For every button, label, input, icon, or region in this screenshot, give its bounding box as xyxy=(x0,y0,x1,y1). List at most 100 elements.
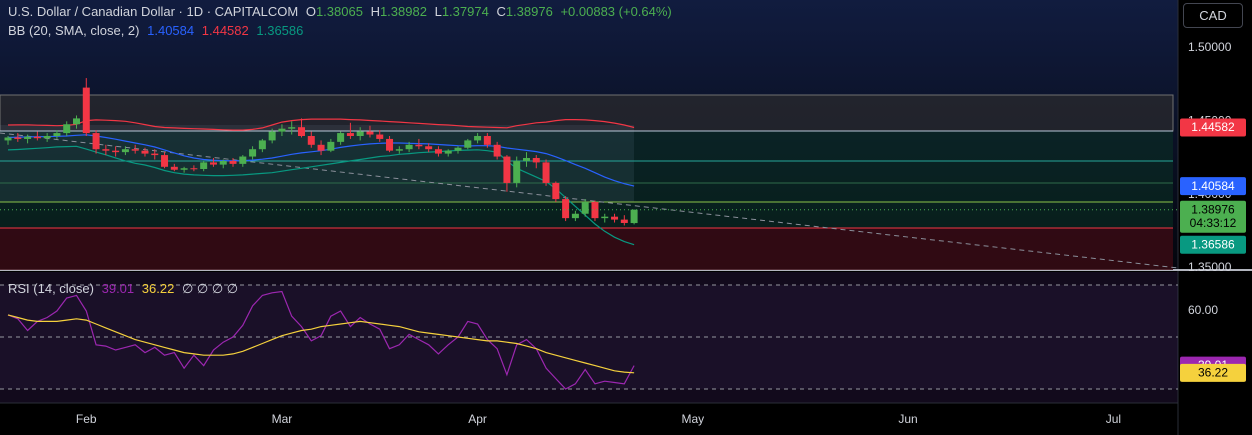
candle-body xyxy=(200,162,208,170)
indicator-value: 1.44582 xyxy=(201,23,249,38)
candle-body xyxy=(483,136,491,145)
ohlc-key: L xyxy=(434,4,442,19)
price-badge xyxy=(1180,200,1246,233)
candle-body xyxy=(14,137,22,139)
x-tick-label: Apr xyxy=(468,412,487,426)
candle-body xyxy=(386,138,394,151)
candle-body xyxy=(190,168,198,170)
bb-badge xyxy=(1180,118,1246,137)
bb-badge-label: 1.44582 xyxy=(1191,120,1235,134)
candle-body xyxy=(611,216,619,220)
rsi-legend: RSI (14, close) 39.01 36.22 ∅ ∅ ∅ ∅ xyxy=(8,281,242,297)
countdown: 04:33:12 xyxy=(1190,216,1237,230)
candle-body xyxy=(297,127,305,137)
symbol-title: U.S. Dollar / Canadian Dollar · 1D · CAP… xyxy=(8,4,299,19)
candle-body xyxy=(454,147,462,151)
bb-line xyxy=(7,118,635,131)
x-tick-label: Feb xyxy=(76,412,97,426)
indicator-value: 36.22 xyxy=(141,281,175,296)
candle-body xyxy=(229,160,237,164)
candle-body xyxy=(288,127,296,129)
candle-body xyxy=(278,128,286,132)
candle-body xyxy=(552,182,560,200)
candle-body xyxy=(307,136,315,145)
candle-body xyxy=(513,160,521,183)
candle-body xyxy=(522,158,530,161)
candle-body xyxy=(464,140,472,148)
candle-body xyxy=(161,155,169,167)
zone xyxy=(0,94,1174,132)
candle-body xyxy=(180,168,188,170)
time-axis xyxy=(0,403,1178,435)
x-tick-label: Jun xyxy=(898,412,917,426)
candle-body xyxy=(102,149,110,151)
candle-body xyxy=(620,219,628,223)
bb-badge-label: 1.40584 xyxy=(1191,179,1235,193)
rsi-band xyxy=(0,285,1178,389)
change: +0.00883 (+0.64%) xyxy=(560,4,672,19)
candle-body xyxy=(317,144,325,151)
candle-body xyxy=(82,87,90,134)
candle-body xyxy=(92,133,100,150)
candle-body xyxy=(258,140,266,150)
candle-body xyxy=(376,134,384,139)
ohlc-key: O xyxy=(305,4,316,19)
candle-body xyxy=(474,136,482,141)
rsi-line xyxy=(7,290,635,390)
candle-body xyxy=(444,150,452,154)
candle-body xyxy=(327,141,335,151)
candle-body xyxy=(219,160,227,165)
candle-body xyxy=(112,150,120,153)
candle-body xyxy=(72,118,80,125)
x-tick-label: May xyxy=(681,412,704,426)
candle-body xyxy=(121,149,129,153)
candle-body xyxy=(268,131,276,141)
indicator-value: 1.36586 xyxy=(256,23,304,38)
bb-legend: BB (20, SMA, close, 2) 1.40584 1.44582 1… xyxy=(8,23,307,38)
candle-body xyxy=(415,144,423,147)
candle-body xyxy=(141,150,149,154)
bb-badge xyxy=(1180,177,1246,196)
x-tick-label: Mar xyxy=(272,412,293,426)
y-tick-label: 1.50000 xyxy=(1188,40,1232,54)
y-tick-label: 1.35000 xyxy=(1188,260,1232,274)
candle-body xyxy=(503,156,511,183)
ohlc-value: 1.38976 xyxy=(505,4,553,19)
candle-body xyxy=(151,153,159,156)
candle-body xyxy=(571,213,579,219)
zone xyxy=(0,228,1173,270)
rsi-line xyxy=(7,314,635,374)
ohlc-key: H xyxy=(370,4,380,19)
indicator-name: BB (20, SMA, close, 2) xyxy=(8,23,140,38)
candle-body xyxy=(33,136,41,139)
candle-body xyxy=(425,146,433,150)
candle-body xyxy=(24,136,32,139)
ohlc-value: 1.38065 xyxy=(315,4,363,19)
candle-body xyxy=(434,149,442,154)
candle-body xyxy=(532,158,540,163)
ohlc-key: C xyxy=(496,4,506,19)
candle-body xyxy=(601,216,609,219)
candle-body xyxy=(366,131,374,135)
rsi-badge xyxy=(1180,363,1246,382)
candle-body xyxy=(630,209,638,224)
candle-body xyxy=(493,144,501,157)
rsi-pane xyxy=(0,272,1178,403)
candle-body xyxy=(337,133,345,142)
currency-button[interactable]: CAD xyxy=(1183,3,1243,28)
x-tick-label: Jul xyxy=(1106,412,1121,426)
candle-body xyxy=(170,166,178,170)
candle-body xyxy=(4,137,12,141)
candle-body xyxy=(581,202,589,214)
candle-body xyxy=(562,199,570,219)
bb-badge-label: 1.36586 xyxy=(1191,237,1235,251)
rsi-badge-label: 36.22 xyxy=(1198,365,1228,379)
main-pane xyxy=(0,0,1178,270)
bb-badge xyxy=(1180,235,1246,254)
ohlc-value: 1.38982 xyxy=(379,4,427,19)
candle-body xyxy=(591,202,599,219)
candle-body xyxy=(239,156,247,164)
candle-body xyxy=(209,162,217,165)
candle-body xyxy=(356,131,364,137)
